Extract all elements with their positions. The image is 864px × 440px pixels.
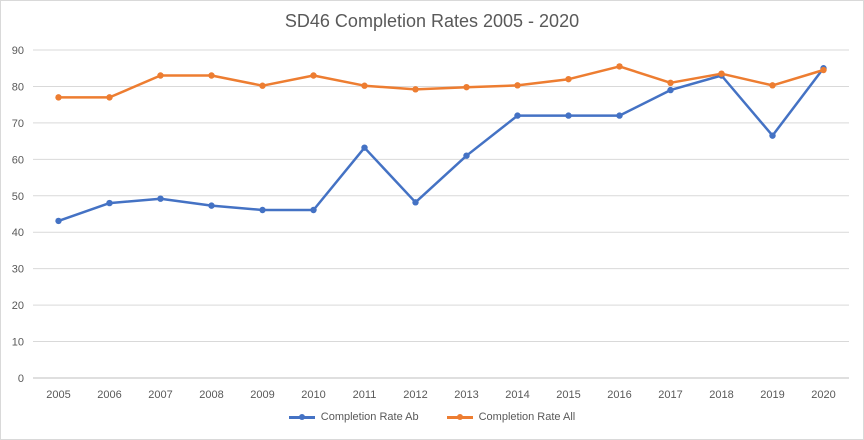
x-tick-label-2019: 2019 (760, 389, 784, 401)
data-point-completion-rate-all-2005 (55, 94, 62, 101)
data-point-completion-rate-ab-2005 (55, 217, 62, 225)
series-group (55, 63, 827, 225)
y-tick-label-50: 50 (12, 191, 24, 203)
data-point-completion-rate-all-2019 (769, 82, 776, 89)
data-point-completion-rate-all-2010 (310, 72, 317, 79)
data-point-completion-rate-ab-2014 (514, 112, 521, 119)
data-point-completion-rate-all-2008 (208, 72, 215, 79)
series-line-completion-rate-ab (57, 66, 825, 223)
x-tick-label-2018: 2018 (709, 389, 733, 401)
chart-title: SD46 Completion Rates 2005 - 2020 (284, 11, 580, 31)
x-tick-label-2014: 2014 (505, 389, 529, 401)
legend-swatch-completion-rate-ab (288, 412, 315, 422)
data-point-completion-rate-ab-2009 (259, 206, 266, 214)
data-point-completion-rate-all-2013 (463, 83, 470, 91)
y-tick-label-0: 0 (18, 373, 24, 385)
x-tick-label-2020: 2020 (811, 389, 835, 401)
x-tick-label-2005: 2005 (46, 389, 70, 401)
legend-marker-completion-rate-ab (298, 414, 305, 420)
data-point-completion-rate-ab-2017 (667, 86, 674, 94)
y-tick-label-10: 10 (12, 337, 24, 349)
data-point-completion-rate-ab-2011 (361, 144, 368, 151)
legend-marker-completion-rate-all (456, 414, 463, 420)
data-point-completion-rate-all-2015 (565, 75, 572, 83)
y-tick-label-20: 20 (12, 300, 24, 312)
y-tick-label-60: 60 (12, 154, 24, 166)
x-tick-label-2017: 2017 (658, 389, 682, 401)
series-line-completion-rate-all (57, 65, 825, 99)
x-tick-label-2016: 2016 (607, 389, 631, 401)
x-tick-label-2006: 2006 (97, 389, 121, 401)
x-axis-tick-labels: 2005 2006 2007 2008 2009 2010 2011 2012 2013 2014… (46, 389, 835, 401)
data-point-completion-rate-ab-2016 (616, 112, 623, 119)
data-point-completion-rate-ab-2006 (106, 199, 113, 207)
data-point-completion-rate-all-2017 (667, 79, 674, 87)
legend: Completion Rate Ab Completion Rate All (1, 411, 863, 423)
data-point-completion-rate-all-2018 (718, 70, 725, 77)
data-point-completion-rate-all-2006 (106, 94, 113, 101)
data-point-completion-rate-ab-2019 (769, 132, 776, 139)
data-point-completion-rate-all-2014 (514, 82, 521, 89)
y-axis-tick-labels: 0 10 20 30 40 50 60 70 80 90 (12, 45, 24, 385)
x-tick-label-2011: 2011 (353, 389, 377, 401)
legend-item-completion-rate-all: Completion Rate All (446, 411, 576, 423)
gridlines (33, 49, 849, 379)
data-point-completion-rate-ab-2015 (565, 112, 572, 119)
x-tick-label-2009: 2009 (250, 389, 274, 401)
data-point-completion-rate-ab-2008 (208, 202, 215, 209)
data-point-completion-rate-ab-2013 (463, 152, 470, 159)
legend-label-completion-rate-ab: Completion Rate Ab (320, 411, 419, 423)
data-point-completion-rate-ab-2007 (157, 195, 164, 202)
data-point-completion-rate-all-2009 (259, 82, 266, 89)
data-point-completion-rate-all-2007 (157, 72, 164, 79)
data-point-completion-rate-all-2020 (820, 66, 827, 74)
y-tick-label-80: 80 (12, 81, 24, 93)
x-tick-label-2010: 2010 (301, 389, 325, 401)
data-point-completion-rate-all-2011 (361, 82, 368, 89)
data-point-completion-rate-ab-2010 (310, 206, 317, 214)
legend-swatch-completion-rate-all (446, 412, 473, 422)
legend-item-completion-rate-ab: Completion Rate Ab (288, 411, 419, 423)
data-point-completion-rate-ab-2012 (412, 199, 419, 206)
y-tick-label-90: 90 (12, 45, 24, 57)
x-tick-label-2007: 2007 (148, 389, 172, 401)
y-tick-label-70: 70 (12, 118, 24, 130)
x-tick-label-2012: 2012 (403, 389, 427, 401)
x-tick-label-2013: 2013 (454, 389, 478, 401)
legend-label-completion-rate-all: Completion Rate All (478, 411, 576, 423)
y-tick-label-40: 40 (12, 227, 24, 239)
x-tick-label-2008: 2008 (199, 389, 223, 401)
y-tick-label-30: 30 (12, 264, 24, 276)
data-point-completion-rate-all-2016 (616, 63, 623, 70)
x-tick-label-2015: 2015 (556, 389, 580, 401)
data-point-completion-rate-all-2012 (412, 86, 419, 93)
